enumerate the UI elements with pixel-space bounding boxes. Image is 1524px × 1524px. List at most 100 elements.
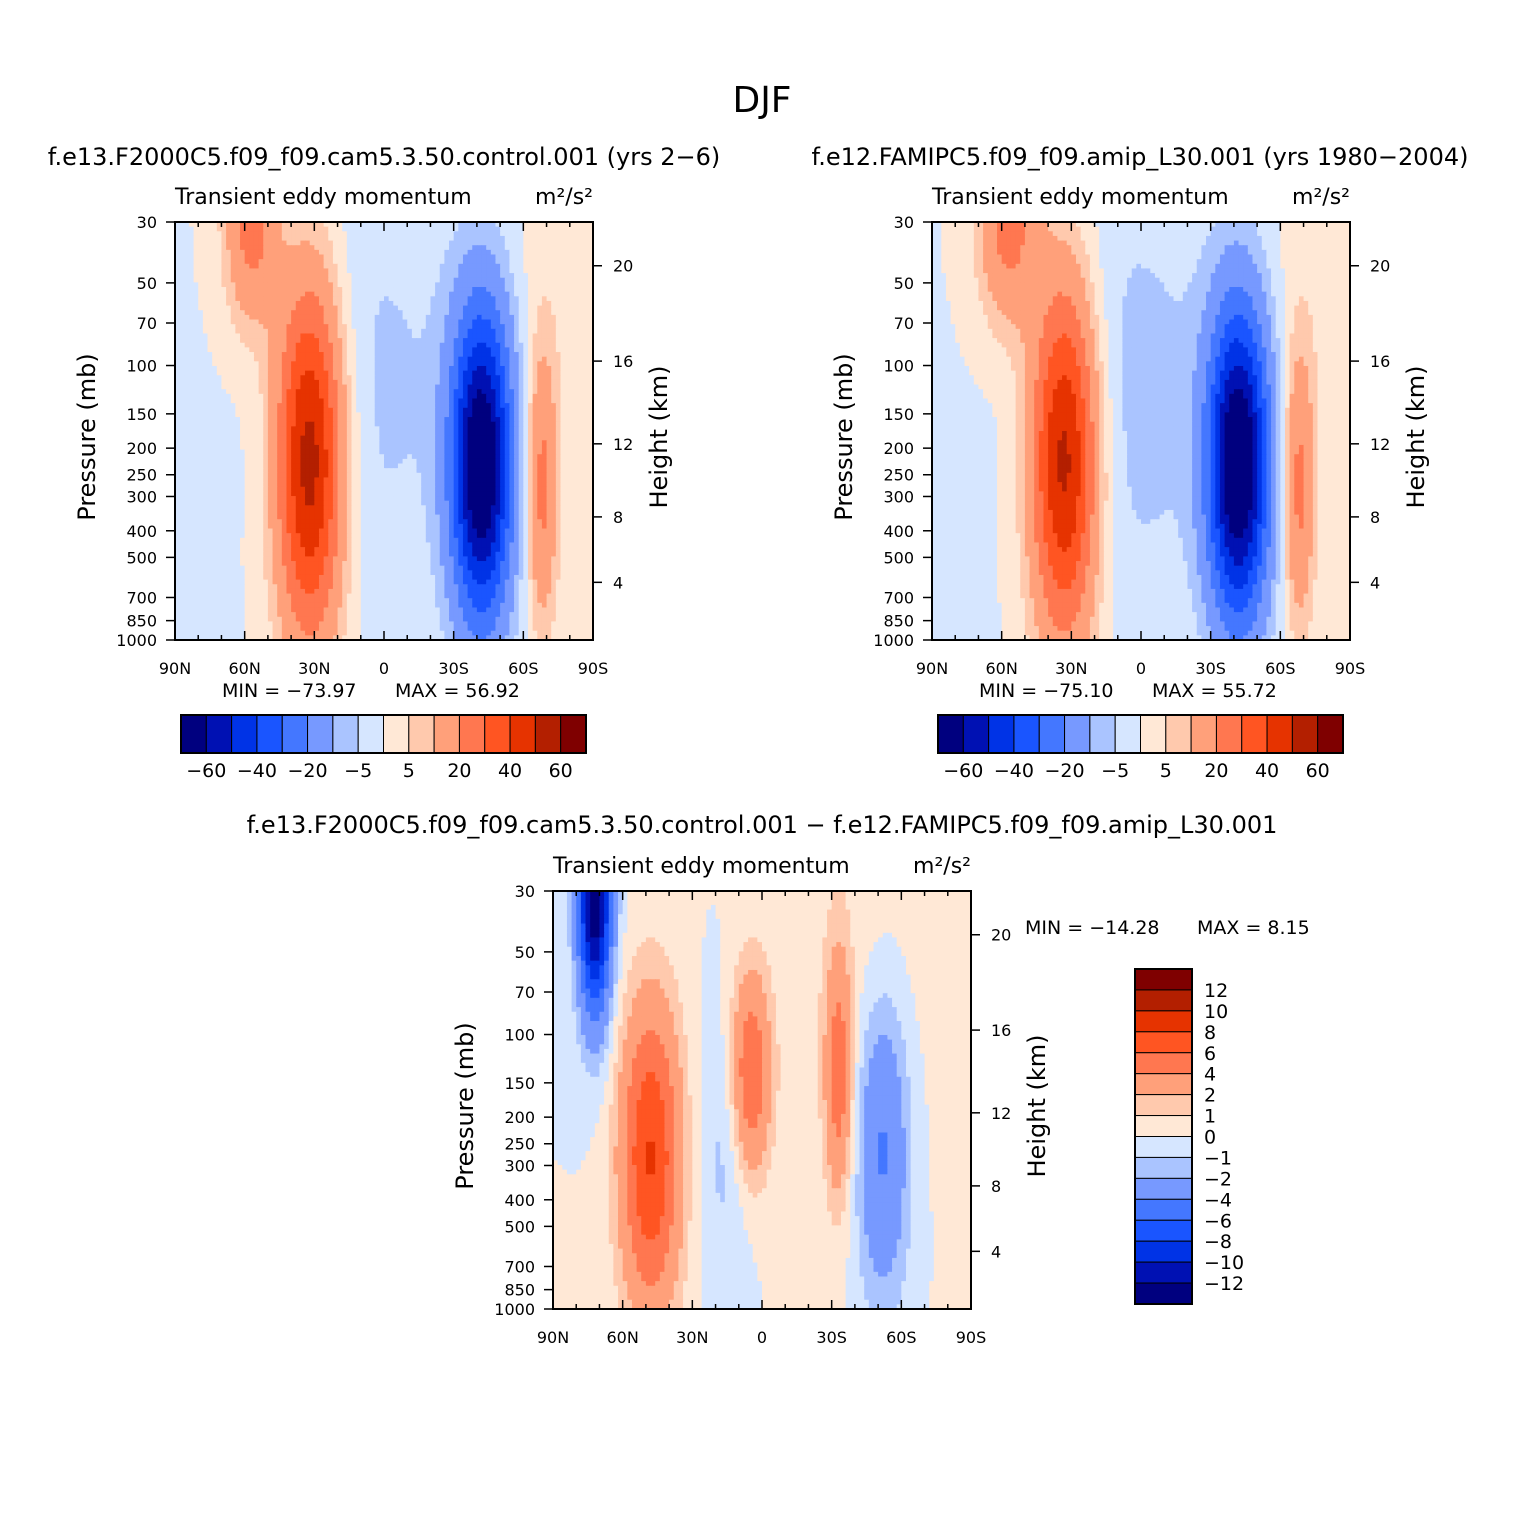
heatmap-cell (356, 259, 362, 265)
heatmap-cell (212, 398, 218, 404)
heatmap-cell (258, 249, 264, 256)
heatmap-cell (384, 310, 390, 316)
heatmap-cell (486, 347, 492, 353)
heatmap-cell (249, 361, 255, 367)
heatmap-cell (346, 375, 353, 381)
heatmap-cell (449, 468, 455, 474)
heatmap-cell (500, 342, 506, 348)
heatmap-cell (314, 431, 320, 437)
heatmap-cell (388, 245, 394, 251)
heatmap-cell (332, 338, 339, 344)
heatmap-cell (253, 300, 260, 307)
heatmap-cell (411, 384, 418, 390)
heatmap-cell (346, 384, 353, 390)
heatmap-cell (360, 245, 367, 251)
heatmap-cell (360, 328, 367, 335)
heatmap-cell (486, 296, 492, 302)
heatmap-cell (226, 454, 232, 460)
heatmap-cell (472, 375, 478, 381)
heatmap-cell (277, 375, 283, 381)
heatmap-cell (226, 468, 232, 474)
heatmap-cell (226, 444, 232, 451)
heatmap-cell (472, 389, 478, 395)
heatmap-cell (295, 449, 301, 455)
heatmap-cell (560, 240, 566, 246)
heatmap-cell (272, 407, 278, 414)
heatmap-cell (328, 282, 334, 288)
heatmap-cell (579, 417, 585, 423)
heatmap-cell (314, 291, 320, 297)
heatmap-cell (504, 407, 510, 414)
heatmap-cell (565, 389, 571, 395)
heatmap-cell (267, 384, 274, 390)
heatmap-cell (188, 468, 195, 474)
heatmap-cell (453, 389, 459, 395)
heatmap-cell (286, 365, 292, 372)
heatmap-cell (328, 393, 334, 400)
heatmap-cell (346, 305, 353, 311)
heatmap-cell (453, 393, 459, 400)
heatmap-cell (546, 398, 552, 404)
heatmap-cell (541, 421, 548, 427)
heatmap-cell (309, 440, 315, 446)
heatmap-cell (286, 291, 292, 297)
heatmap-cell (527, 393, 534, 400)
heatmap-cell (370, 277, 376, 283)
heatmap-cell (588, 296, 593, 302)
heatmap-cell (295, 440, 301, 446)
heatmap-cell (221, 365, 227, 372)
heatmap-cell (365, 384, 371, 390)
heatmap-cell (277, 263, 283, 270)
heatmap-cell (379, 305, 385, 311)
heatmap-cell (184, 454, 190, 460)
heatmap-cell (435, 235, 441, 242)
heatmap-cell (356, 287, 362, 293)
heatmap-cell (356, 468, 362, 474)
heatmap-cell (481, 319, 487, 325)
heatmap-cell (397, 463, 404, 469)
heatmap-cell (300, 389, 306, 395)
heatmap-cell (207, 300, 213, 307)
heatmap-cell (462, 431, 469, 437)
heatmap-cell (240, 370, 246, 376)
heatmap-cell (481, 431, 487, 437)
heatmap-cell (356, 398, 362, 404)
heatmap-cell (388, 338, 394, 344)
heatmap-cell (560, 412, 566, 418)
heatmap-cell (421, 444, 427, 451)
heatmap-cell (514, 342, 520, 348)
heatmap-cell (579, 398, 585, 404)
heatmap-cell (500, 263, 506, 270)
heatmap-cell (212, 347, 218, 353)
heatmap-cell (314, 259, 320, 265)
heatmap-cell (421, 431, 427, 437)
heatmap-cell (277, 277, 283, 283)
heatmap-cell (351, 235, 357, 242)
heatmap-cell (579, 249, 585, 256)
heatmap-cell (435, 398, 441, 404)
heatmap-cell (332, 435, 339, 441)
heatmap-cell (356, 384, 362, 390)
heatmap-cell (579, 361, 585, 367)
heatmap-cell (393, 314, 399, 321)
heatmap-cell (305, 375, 311, 381)
heatmap-cell (397, 314, 404, 321)
heatmap-cell (295, 305, 301, 311)
heatmap-cell (226, 421, 232, 427)
heatmap-cell (527, 347, 534, 353)
heatmap-cell (486, 444, 492, 451)
heatmap-cell (546, 249, 552, 256)
heatmap-cell (291, 277, 297, 283)
heatmap-cell (365, 263, 371, 270)
heatmap-cell (444, 222, 450, 228)
heatmap-cell (574, 468, 580, 474)
heatmap-cell (258, 454, 264, 460)
heatmap-cell (541, 393, 548, 400)
heatmap-cell (212, 393, 218, 400)
heatmap-cell (370, 352, 376, 358)
heatmap-cell (555, 235, 562, 242)
heatmap-cell (514, 282, 520, 288)
heatmap-cell (221, 222, 227, 228)
heatmap-cell (490, 282, 497, 288)
heatmap-cell (235, 379, 241, 386)
